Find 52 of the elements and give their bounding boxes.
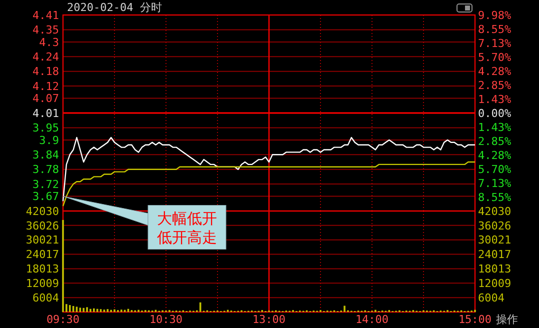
annotation: 大幅低开低开高走: [157, 209, 217, 246]
y-tick-label: 3.67: [32, 190, 59, 204]
y2-tick-label: 4.28%: [478, 148, 512, 162]
y-tick-label: 24017: [26, 248, 59, 262]
y-tick-label: 3.95: [32, 122, 59, 135]
y-tick-label: 3.78: [32, 163, 59, 176]
y2-tick-label: 24017: [478, 248, 512, 262]
y2-tick-label: 1.43%: [478, 92, 512, 106]
y2-tick-label: 2.85%: [478, 134, 512, 148]
y2-tick-label: 8.55%: [478, 190, 512, 204]
y-tick-label: 3.9: [39, 134, 59, 147]
x-tick-label: 10:30: [149, 313, 183, 326]
y2-tick-label: 2.85%: [478, 78, 512, 92]
y-tick-label: 30021: [26, 234, 59, 247]
y-tick-label: 4.41: [32, 8, 59, 22]
text: 操作: [496, 313, 518, 326]
y2-tick-label: 42030: [478, 204, 512, 218]
y2-tick-label: 7.13%: [478, 36, 512, 50]
y-tick-label: 12009: [26, 276, 59, 290]
chart-title: 2020-02-04 分时: [67, 1, 162, 14]
y-tick-label: 4.3: [39, 36, 59, 49]
line-series: [62, 136, 476, 202]
y2-tick-label: 7.13%: [478, 176, 512, 190]
y2-tick-label: 30021: [478, 234, 512, 247]
y-tick-label: 4.24: [32, 50, 60, 64]
y-tick-label: 4.01: [32, 106, 59, 120]
y-tick-label: 3.84: [32, 148, 60, 162]
y-tick-label: 4.07: [32, 92, 59, 106]
y2-tick-label: 12009: [478, 276, 512, 290]
y2-tick-label: 0.00%: [478, 106, 512, 120]
y-tick-label: 6004: [32, 291, 60, 304]
y-tick-label: 36026: [26, 219, 59, 232]
x-tick-label: 09:30: [46, 313, 80, 326]
y2-tick-label: 5.70%: [478, 162, 512, 176]
y2-tick-label: 8.55%: [478, 22, 512, 36]
x-tick-label: 13:00: [252, 313, 286, 326]
y-tick-label: 3.72: [32, 178, 59, 191]
x-tick-label: 15:00: [458, 313, 492, 326]
y2-tick-label: 5.70%: [478, 50, 512, 64]
y-tick-label: 4.35: [32, 24, 59, 37]
x-tick-label: 14:00: [355, 313, 389, 326]
y2-tick-label: 9.98%: [478, 8, 512, 22]
y2-tick-label: 1.43%: [478, 120, 512, 134]
y2-tick-label: 36026: [478, 219, 512, 232]
y-tick-label: 42030: [26, 204, 59, 218]
y-tick-label: 4.18: [32, 65, 59, 78]
y2-tick-label: 6004: [478, 291, 505, 304]
y-tick-label: 4.12: [32, 80, 59, 93]
y2-tick-label: 4.28%: [478, 64, 512, 78]
line-series: [62, 161, 476, 207]
y-tick-label: 18013: [26, 262, 59, 276]
y2-tick-label: 18013: [478, 262, 512, 276]
